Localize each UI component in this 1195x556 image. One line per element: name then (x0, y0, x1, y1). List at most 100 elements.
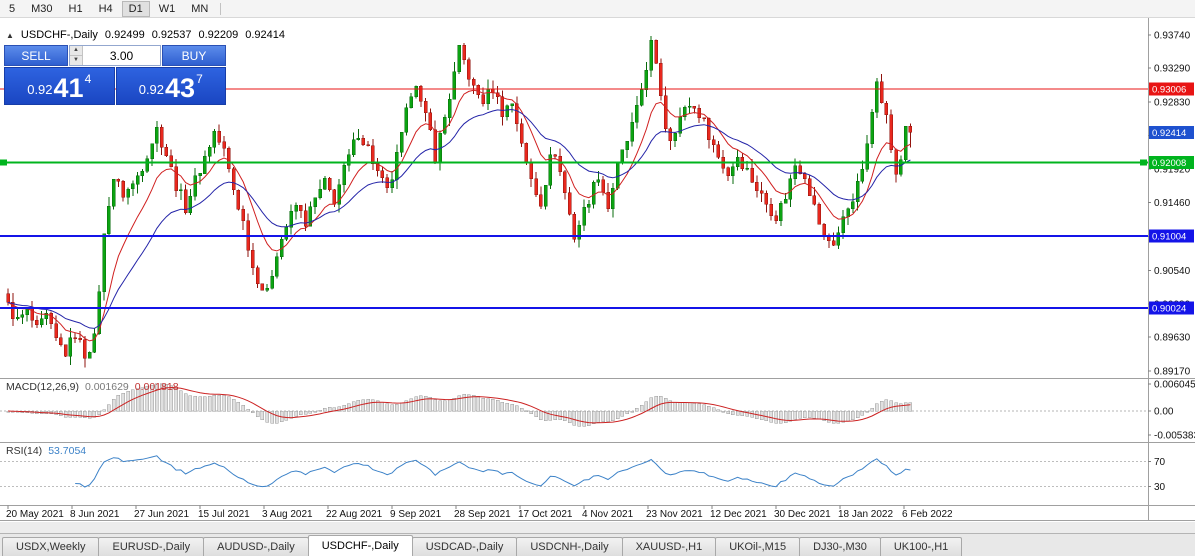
candle-body (860, 169, 865, 182)
macd-histogram-bar (807, 410, 812, 418)
chart-tab-eurusd-daily[interactable]: EURUSD-,Daily (98, 537, 205, 556)
candle-body (524, 142, 529, 164)
rsi-scale-label: 30 (1154, 482, 1166, 493)
macd-signal-value: 0.001818 (134, 381, 179, 393)
volume-up-icon[interactable]: ▲ (70, 46, 82, 56)
macd-histogram-bar (721, 410, 725, 413)
candle-body (6, 293, 10, 303)
chart-tab-audusd-daily[interactable]: AUDUSD-,Daily (203, 537, 309, 556)
macd-histogram-bar (443, 400, 447, 412)
macd-histogram-bar (831, 410, 836, 424)
ohlc-low: 0.92209 (198, 29, 239, 41)
ohlc-close: 0.92414 (245, 29, 285, 41)
tf-button-h1[interactable]: H1 (68, 2, 83, 15)
macd-histogram-bar (217, 394, 221, 412)
macd-histogram-bar (548, 410, 553, 421)
macd-histogram-bar (668, 400, 673, 412)
macd-histogram-bar (68, 410, 73, 418)
macd-histogram-bar (822, 410, 826, 422)
price-tick-label: 0.90540 (1154, 266, 1191, 277)
macd-histogram-bar (121, 392, 125, 412)
price-tag-0.91004 (1149, 229, 1194, 243)
chart-tab-uk100-h1[interactable]: UK100-,H1 (879, 537, 963, 556)
macd-histogram-bar (299, 410, 303, 415)
chart-tab-usdx-weekly[interactable]: USDX,Weekly (2, 537, 100, 556)
price-tag-label: 0.93006 (1152, 85, 1186, 96)
collapse-trade-panel-icon[interactable]: ▲ (6, 30, 14, 40)
macd-histogram-bar (155, 383, 159, 412)
tf-button-5[interactable]: 5 (9, 2, 16, 15)
candle-body (476, 85, 481, 95)
candle-body (687, 106, 692, 108)
macd-name: MACD(12,26,9) (6, 381, 79, 393)
macd-histogram-bar (169, 385, 173, 412)
sell-price-display[interactable]: 0.92 41 4 (4, 67, 115, 105)
macd-histogram-bar (860, 410, 865, 416)
macd-histogram-bar (481, 397, 485, 412)
volume-input[interactable]: 3.00 (83, 46, 160, 65)
candle-body (236, 189, 241, 210)
rsi-line (75, 455, 911, 488)
macd-histogram-bar (798, 410, 802, 419)
candle-body (443, 117, 447, 134)
date-label: 20 May 2021 (6, 509, 64, 520)
macd-scale-label: -0.005383 (1154, 431, 1195, 442)
date-label: 9 Sep 2021 (390, 509, 442, 520)
macd-histogram-bar (404, 400, 409, 412)
candle-body (788, 178, 793, 200)
macd-histogram-bar (572, 410, 577, 426)
candle-body (275, 256, 279, 277)
date-label: 23 Nov 2021 (646, 509, 703, 520)
chart-tab-ukoil-m15[interactable]: UKOil-,M15 (715, 537, 801, 556)
macd-histogram-bar (399, 402, 404, 412)
candle-body (481, 94, 485, 105)
buy-price-display[interactable]: 0.92 43 7 (115, 67, 226, 105)
chart-tab-dj30-m30[interactable]: DJ30-,M30 (799, 537, 881, 556)
macd-histogram-bar (193, 395, 197, 412)
candle-body (155, 127, 159, 144)
rsi-indicator-label: RSI(14) 53.7054 (6, 445, 86, 457)
price-tick-label: 0.91460 (1154, 198, 1191, 209)
candle-body (327, 178, 332, 190)
price-tick-label: 0.92830 (1154, 97, 1191, 108)
macd-histogram-bar (457, 395, 461, 412)
price-tick-label: 0.93740 (1154, 31, 1191, 42)
candle-body (716, 144, 721, 158)
candle-body (231, 168, 236, 191)
candle-body (659, 63, 663, 96)
candle-body (193, 175, 197, 197)
tf-button-d1[interactable]: D1 (121, 0, 150, 17)
rsi-name: RSI(14) (6, 445, 43, 457)
macd-histogram-bar (687, 402, 692, 412)
tf-button-h4[interactable]: H4 (98, 2, 113, 15)
ask-price-big-digits: 43 (165, 73, 196, 104)
candle-body (380, 170, 385, 178)
volume-spinner: ▲ ▼ (70, 46, 83, 65)
chart-tab-usdcnh-daily[interactable]: USDCNH-,Daily (516, 537, 623, 556)
tf-button-w1[interactable]: W1 (158, 2, 176, 15)
date-label: 30 Dec 2021 (774, 509, 831, 520)
macd-histogram-bar (534, 410, 538, 418)
macd-histogram-bar (251, 410, 255, 414)
timeframe-buttons: 5 M30 H1 H4 D1 W1 MN (1, 0, 216, 17)
price-chart-canvas[interactable]: 0.937400.932900.928300.923700.919200.914… (0, 18, 1195, 522)
chart-tab-usdcad-daily[interactable]: USDCAD-,Daily (411, 537, 518, 556)
candle-body (486, 88, 490, 105)
tf-button-mn[interactable]: MN (191, 2, 209, 15)
macd-histogram-bar (323, 407, 327, 412)
macd-histogram-bar (495, 400, 500, 412)
bid-price-prefix: 0.92 (27, 82, 53, 97)
macd-histogram-bar (83, 410, 87, 419)
tf-button-m30[interactable]: M30 (31, 2, 53, 15)
chart-tab-xauusd-h1[interactable]: XAUUSD-,H1 (621, 537, 717, 556)
chart-tab-usdchf-daily[interactable]: USDCHF-,Daily (307, 535, 413, 556)
volume-down-icon[interactable]: ▼ (70, 56, 82, 65)
candle-body (414, 86, 418, 98)
macd-histogram-bar (260, 410, 265, 421)
sell-button[interactable]: SELL (4, 45, 68, 66)
buy-button[interactable]: BUY (162, 45, 226, 66)
macd-histogram-bar (908, 402, 913, 412)
candle-body (44, 313, 49, 319)
candle-body (404, 107, 409, 133)
candle-body (332, 189, 337, 205)
